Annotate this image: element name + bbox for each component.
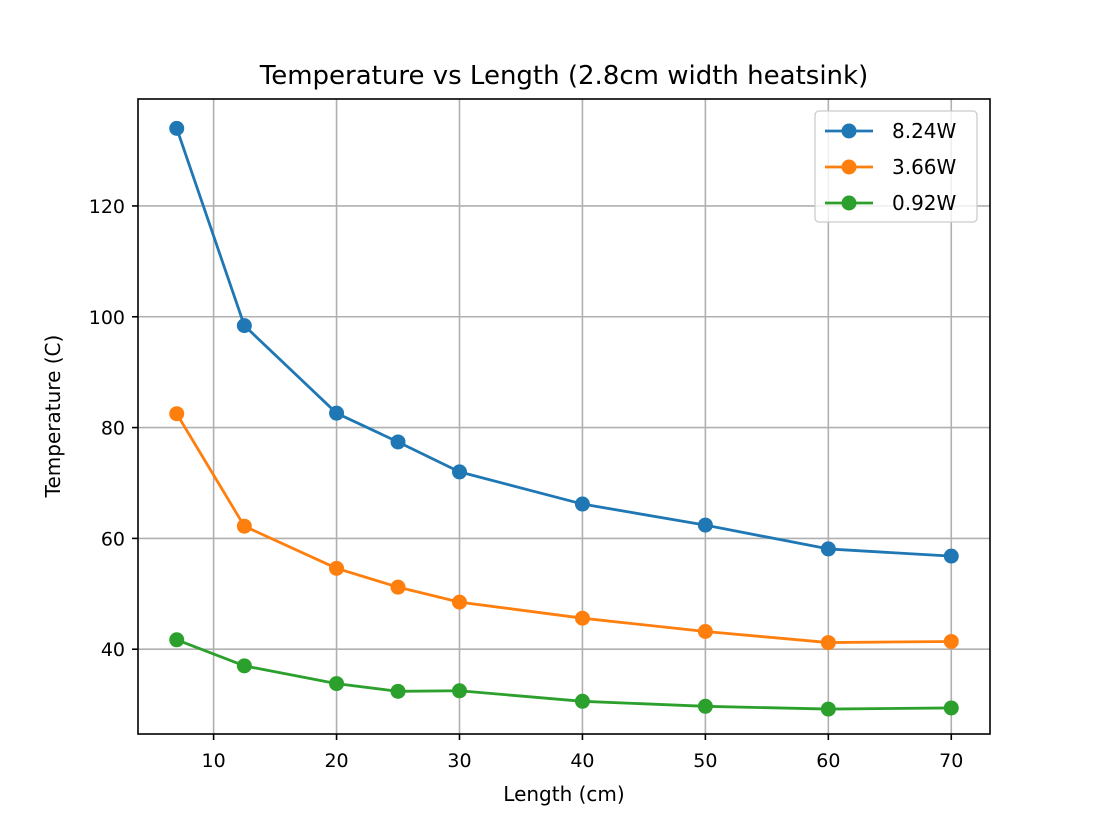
data-point — [329, 676, 345, 692]
x-tick-label: 60 — [816, 750, 840, 772]
x-tick-label: 10 — [202, 750, 226, 772]
x-tick-label: 50 — [693, 750, 717, 772]
legend-entry: 0.92W — [825, 191, 957, 215]
data-point — [820, 635, 836, 651]
y-tick-label: 80 — [101, 418, 125, 440]
y-tick-label: 120 — [89, 196, 125, 218]
data-point — [236, 518, 252, 534]
legend-label: 3.66W — [892, 155, 957, 179]
data-point — [236, 658, 252, 674]
series — [169, 120, 959, 717]
chart-title: Temperature vs Length (2.8cm width heats… — [259, 61, 868, 91]
data-point — [390, 434, 406, 450]
legend-entry: 3.66W — [825, 155, 957, 179]
data-point — [943, 548, 959, 564]
data-point — [697, 623, 713, 639]
data-point — [943, 633, 959, 649]
legend-marker — [841, 123, 857, 139]
legend-entry: 8.24W — [825, 119, 957, 143]
series-8-24w — [169, 120, 959, 564]
y-axis-label: Temperature (C) — [41, 335, 65, 499]
legend-box — [814, 110, 978, 223]
data-point — [574, 496, 590, 512]
y-tick-label: 100 — [89, 307, 125, 329]
data-point — [390, 683, 406, 699]
data-point — [820, 701, 836, 717]
data-point — [574, 610, 590, 626]
data-point — [169, 632, 185, 648]
axis-ticks: 10 20 30 40 50 60 70 40 60 80 100 120 — [89, 196, 964, 772]
data-point — [697, 698, 713, 714]
data-point — [943, 700, 959, 716]
series-3-66w — [169, 406, 959, 651]
legend-marker — [841, 195, 857, 211]
data-point — [697, 517, 713, 533]
x-tick-label: 70 — [939, 750, 963, 772]
series-0-92w — [169, 632, 959, 717]
data-point — [236, 318, 252, 334]
plot-frame — [137, 98, 991, 735]
y-tick-label: 60 — [101, 528, 125, 550]
data-point — [451, 464, 467, 480]
legend-label: 8.24W — [892, 119, 957, 143]
data-point — [329, 560, 345, 576]
data-point — [169, 406, 185, 422]
x-tick-label: 30 — [447, 750, 471, 772]
data-point — [451, 594, 467, 610]
legend-marker — [841, 159, 857, 175]
x-axis-label: Length (cm) — [503, 782, 624, 806]
x-tick-label: 20 — [324, 750, 348, 772]
y-tick-label: 40 — [101, 639, 125, 661]
data-point — [390, 579, 406, 595]
legend-label: 0.92W — [892, 191, 957, 215]
data-point — [451, 683, 467, 699]
data-point — [169, 120, 185, 136]
x-tick-label: 40 — [570, 750, 594, 772]
data-point — [329, 405, 345, 421]
data-point — [574, 693, 590, 709]
legend: 8.24W 3.66W 0.92W — [814, 110, 978, 223]
data-point — [820, 541, 836, 557]
